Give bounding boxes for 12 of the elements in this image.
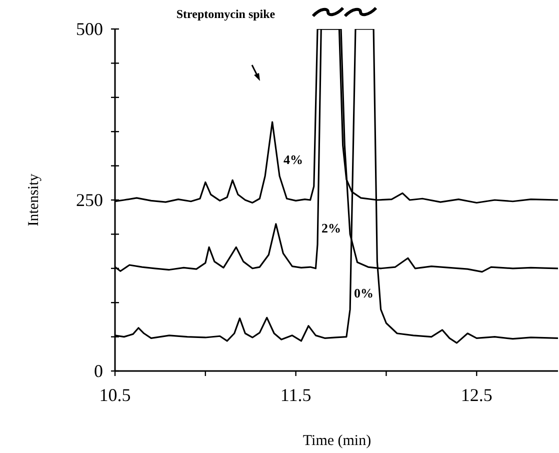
text: Streptomycin spike bbox=[176, 7, 276, 21]
x-tick-label: 10.5 bbox=[99, 385, 131, 405]
x-tick-label: 12.5 bbox=[460, 385, 492, 405]
series-label: 2% bbox=[322, 220, 342, 236]
series-label: 4% bbox=[284, 152, 304, 168]
y-tick-label: 500 bbox=[76, 19, 103, 39]
series-label: 0% bbox=[354, 285, 374, 300]
x-tick-label: 11.5 bbox=[280, 385, 312, 405]
y-tick-label: 0 bbox=[94, 361, 103, 381]
y-tick-label: 250 bbox=[76, 190, 103, 210]
y-axis-title: Intensity bbox=[26, 173, 42, 226]
x-axis-title: Time (min) bbox=[302, 433, 372, 449]
